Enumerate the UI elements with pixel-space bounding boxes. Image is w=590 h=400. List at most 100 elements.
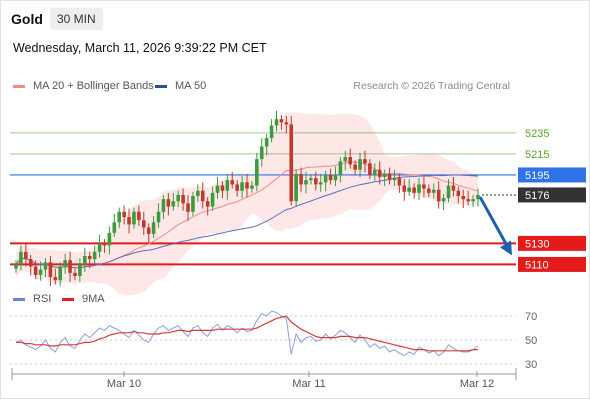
candle [446, 179, 451, 203]
price-label-5215: 5215 [525, 149, 549, 161]
candle [441, 193, 446, 211]
timeframe-badge[interactable]: 30 MIN [50, 8, 103, 30]
candle [407, 179, 411, 196]
candle-body [259, 146, 264, 160]
candle [48, 256, 53, 286]
candle-body [417, 184, 421, 193]
candle [476, 188, 480, 207]
candle-body [68, 260, 72, 273]
candle [304, 171, 308, 194]
candle [353, 160, 357, 176]
candle-body [240, 182, 244, 191]
candle [279, 114, 284, 130]
candle [43, 258, 48, 278]
candle-body [107, 232, 112, 246]
candle-body [431, 189, 436, 193]
candle-body [215, 185, 220, 193]
candle [422, 176, 426, 198]
candle [387, 167, 392, 185]
candle-body [166, 199, 171, 207]
candle [14, 260, 18, 273]
candle-body [151, 222, 156, 234]
candle [382, 169, 387, 186]
candle [161, 194, 166, 220]
candle [328, 168, 333, 185]
candle [299, 167, 303, 192]
candle [102, 239, 107, 253]
candle [471, 194, 475, 208]
candle-body [363, 159, 367, 164]
candle-body [476, 194, 480, 200]
legend-ma20-swatch [13, 84, 25, 88]
candle-body [24, 251, 28, 260]
candle-body [368, 163, 372, 175]
legend-ma50-swatch [155, 84, 167, 88]
price-label-5176: 5176 [525, 190, 549, 202]
legend-rsi-swatch [13, 297, 25, 301]
candle-body [220, 185, 225, 191]
candle-body [137, 211, 141, 221]
candle-body [92, 251, 97, 260]
candle-body [78, 264, 82, 276]
candle [215, 177, 220, 199]
candle [245, 173, 249, 198]
price-label-5195: 5195 [525, 170, 549, 182]
candle [112, 213, 117, 238]
candle [323, 170, 328, 192]
price-tag-5110 [518, 256, 586, 272]
candle [28, 254, 33, 276]
candle-body [33, 266, 38, 275]
candle [200, 182, 205, 209]
candle-body [14, 264, 18, 269]
candle-body [83, 256, 87, 265]
candle-body [38, 269, 43, 275]
legend-rsi-label: RSI [33, 293, 52, 305]
candle [196, 184, 200, 202]
candle-body [53, 277, 58, 281]
candle-body [127, 217, 131, 225]
candle-body [112, 222, 117, 233]
legend-9ma: 9MA [62, 293, 105, 305]
candle-body [73, 272, 77, 276]
x-tick-label: Mar 12 [460, 378, 494, 390]
candle-body [279, 119, 284, 123]
candle [176, 190, 180, 208]
candle [141, 211, 146, 235]
candle [431, 183, 436, 199]
candle-body [63, 260, 67, 267]
legend-rsi: RSI [13, 293, 51, 305]
candle [58, 262, 63, 286]
candle [127, 208, 131, 234]
candle [456, 186, 461, 204]
candle-body [269, 125, 274, 139]
rsi-tick-label: 30 [525, 359, 537, 371]
candle-body [274, 119, 279, 126]
candle-body [348, 157, 353, 165]
candle [19, 245, 23, 271]
candle-body [245, 182, 249, 189]
candle [186, 194, 190, 221]
candle-body [314, 178, 318, 185]
candle-body [382, 173, 387, 178]
candle [220, 181, 225, 199]
candle-body [471, 199, 475, 202]
candle [338, 157, 343, 183]
candle [240, 176, 244, 199]
candle [166, 192, 171, 216]
candle-body [87, 256, 92, 260]
candle [68, 251, 72, 282]
candle-body [353, 164, 357, 170]
candle-body [255, 159, 259, 186]
candle-body [377, 169, 382, 178]
candle-body [309, 178, 313, 181]
candle-body [427, 188, 431, 193]
candle [314, 171, 318, 191]
candle [38, 261, 43, 281]
candle-body [456, 190, 461, 196]
candle-body [235, 184, 239, 191]
candle [210, 186, 215, 211]
candle-body [230, 180, 235, 185]
candle [146, 223, 151, 243]
candle [436, 181, 441, 209]
